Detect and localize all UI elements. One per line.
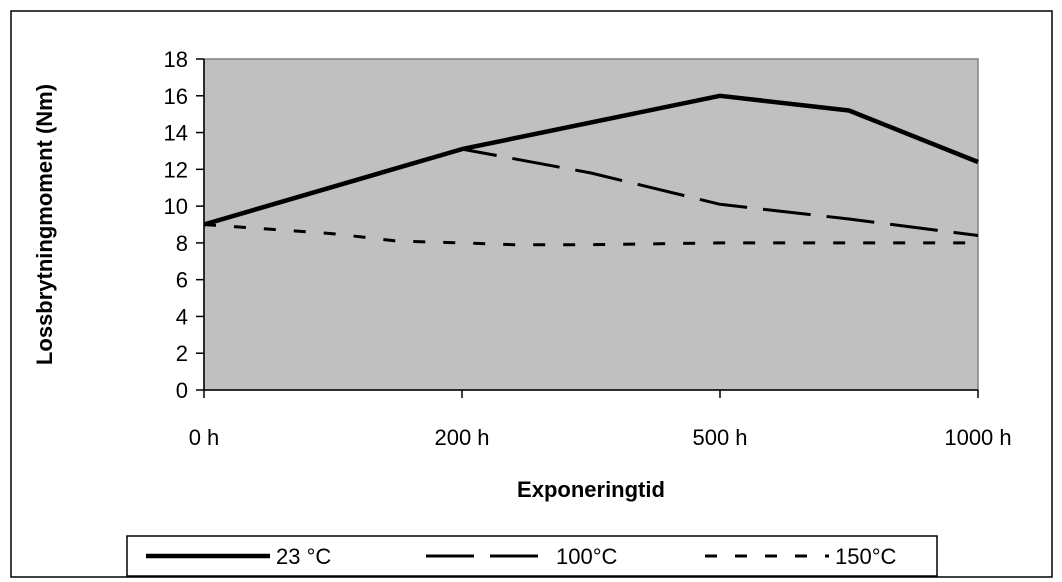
x-tick-label: 500 h: [692, 425, 747, 450]
legend-label: 100°C: [556, 544, 618, 569]
y-tick-label: 12: [164, 157, 188, 182]
series-1: [203, 147, 979, 237]
series-layer: [203, 93, 979, 247]
y-axis: 0 2 4 6 8 10 12 14 16 18: [164, 47, 205, 403]
y-tick-label: 18: [164, 47, 188, 72]
y-tick-label: 16: [164, 84, 188, 109]
y-tick-label: 0: [176, 378, 188, 403]
legend-label: 150°C: [835, 544, 897, 569]
y-tick-label: 10: [164, 194, 188, 219]
y-tick-label: 6: [176, 268, 188, 293]
x-tick-label: 0 h: [189, 425, 220, 450]
x-axis-title: Exponeringtid: [517, 477, 665, 502]
y-axis-title: Lossbrytningmoment (Nm): [32, 84, 57, 365]
x-axis: 0 h 200 h 500 h 1000 h: [189, 389, 1012, 450]
y-tick-label: 14: [164, 121, 188, 146]
plot-area: [203, 58, 979, 391]
series-2: [203, 223, 979, 247]
series-line: [203, 147, 979, 237]
y-tick-label: 2: [176, 341, 188, 366]
legend-label: 23 °C: [276, 544, 331, 569]
x-tick-label: 200 h: [434, 425, 489, 450]
y-tick-label: 8: [176, 231, 188, 256]
y-tick-label: 4: [176, 304, 188, 329]
x-tick-label: 1000 h: [944, 425, 1011, 450]
legend: 23 °C 100°C 150°C: [126, 535, 938, 577]
